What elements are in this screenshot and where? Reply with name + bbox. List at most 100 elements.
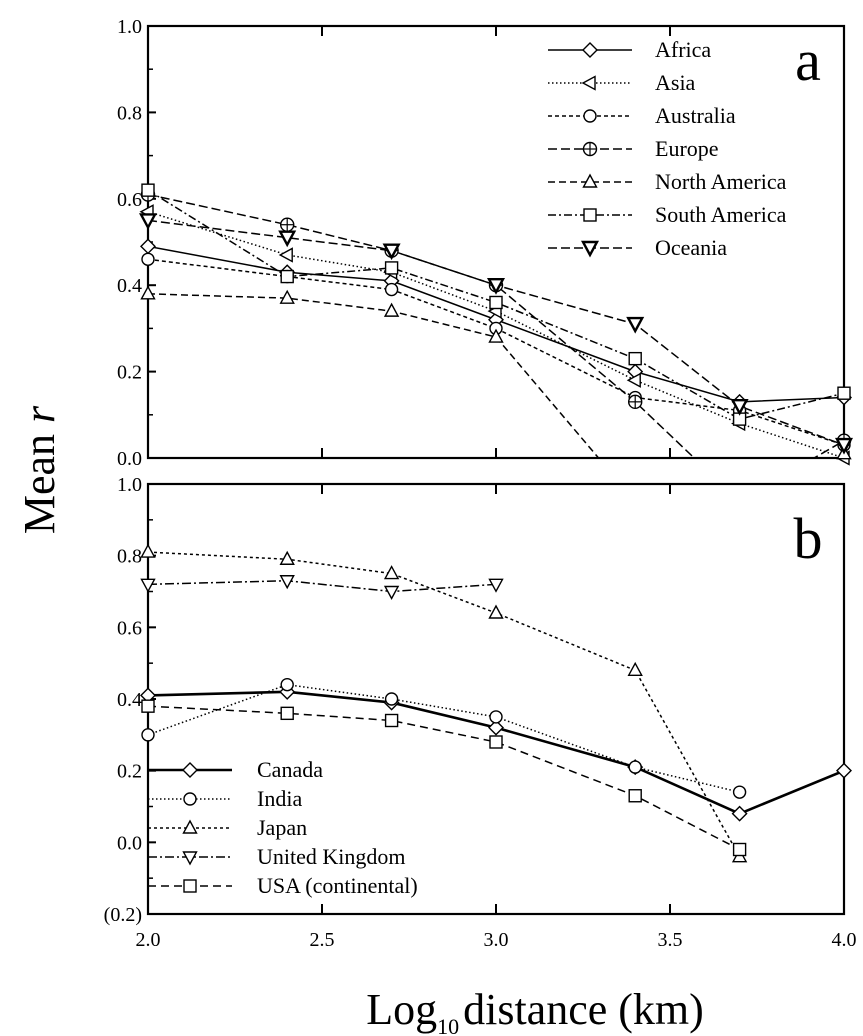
data-point-oceania (382, 243, 401, 261)
y-tick-label: 0.4 (117, 689, 142, 711)
data-point-japan (488, 604, 504, 619)
data-point-india (732, 785, 747, 799)
y-tick-label: (0.2) (104, 904, 142, 926)
data-point-canada (731, 805, 748, 822)
data-point-europe (280, 217, 295, 232)
legend-label: Australia (655, 103, 736, 128)
series-line-usa-continental- (148, 705, 740, 851)
legend-marker (582, 141, 598, 157)
x-tick-label: 2.5 (310, 929, 335, 951)
legend-marker (182, 762, 198, 778)
data-point-europe (628, 394, 643, 410)
data-point-usa-continental- (384, 713, 399, 728)
data-point-india (489, 710, 503, 724)
y-tick-label: 0.6 (117, 189, 142, 211)
legend-label: USA (continental) (257, 873, 418, 898)
data-point-india (280, 677, 294, 692)
legend-marker (582, 173, 598, 188)
data-point-canada (488, 719, 504, 736)
data-point-north-america (383, 302, 400, 317)
data-point-oceania (278, 230, 297, 248)
data-point-usa-continental- (141, 699, 155, 713)
legend-label: Canada (257, 757, 323, 782)
data-point-japan (383, 565, 400, 580)
data-point-australia (141, 252, 155, 266)
data-point-north-america (488, 328, 504, 343)
legend-marker (582, 42, 598, 58)
legend-label: Africa (655, 37, 711, 62)
plot-frame (146, 24, 846, 460)
panel-a: 0.0 0.2 0.4 0.6 0.8 1.0 Africa Asia Australia Eur… (117, 16, 854, 470)
x-axis-title: Log10distance (km) (366, 985, 704, 1036)
data-point-north-america (279, 289, 295, 304)
data-point-canada (836, 762, 852, 779)
legend-label: South America (655, 202, 787, 227)
legend-marker (182, 819, 198, 834)
panel-b: (0.2) 0.0 0.2 0.4 0.6 0.8 1.0 2.0 2.5 3.0 3.5 4.0 Ca… (104, 474, 857, 951)
data-point-oceania (486, 278, 506, 295)
data-point-japan (279, 550, 295, 565)
data-point-australia (384, 282, 399, 297)
data-point-asia (626, 372, 641, 388)
legend-label: North America (655, 169, 787, 194)
data-point-north-america (140, 285, 156, 300)
data-point-oceania (626, 316, 645, 334)
data-point-south-america (141, 183, 155, 197)
data-point-japan (627, 661, 643, 677)
x-tick-label: 2.0 (136, 929, 161, 951)
legend-marker (183, 879, 197, 893)
data-point-india (141, 728, 155, 742)
series-line-united-kingdom (148, 579, 497, 593)
legend-marker (183, 792, 197, 806)
legend-label: India (257, 786, 302, 811)
data-point-usa-continental- (280, 706, 294, 721)
legend-label: Japan (257, 815, 307, 840)
legend-marker (583, 109, 597, 123)
data-point-south-america (489, 295, 503, 310)
y-tick-label: 0.4 (117, 275, 142, 297)
y-tick-label: 0.0 (117, 832, 142, 854)
data-point-japan (140, 543, 156, 558)
legend: Africa Asia Australia Europe North America So… (548, 37, 787, 260)
panel-letter: b (794, 506, 823, 571)
data-point-india (628, 760, 642, 774)
data-point-south-america (384, 261, 399, 275)
legend-marker (580, 240, 600, 258)
legend-marker (581, 75, 596, 91)
data-point-oceania (730, 398, 749, 416)
legend-label: Europe (655, 136, 719, 161)
legend: Canada India Japan United Kingdom USA (conti… (148, 757, 418, 898)
series-line-india (148, 683, 740, 793)
data-point-united-kingdom (383, 585, 400, 600)
y-tick-label: 0.2 (117, 761, 142, 783)
legend-label: United Kingdom (257, 844, 406, 869)
data-point-south-america (280, 269, 294, 284)
panel-letter: a (795, 28, 821, 93)
y-tick-label: 1.0 (117, 16, 142, 38)
x-tick-label: 4.0 (832, 929, 857, 951)
series-line-japan (148, 551, 741, 858)
legend-marker (182, 851, 198, 866)
x-tick-label: 3.0 (484, 929, 509, 951)
legend-label: Asia (655, 70, 696, 95)
data-point-united-kingdom (488, 578, 504, 593)
y-tick-label: 0.2 (117, 362, 142, 384)
legend-marker (583, 208, 597, 222)
data-point-united-kingdom (140, 578, 156, 593)
data-point-south-america (628, 351, 642, 366)
data-point-usa-continental- (628, 789, 642, 803)
y-tick-label: 1.0 (117, 474, 142, 496)
data-point-united-kingdom (279, 575, 295, 590)
data-point-oceania (138, 213, 158, 230)
data-point-usa-continental- (489, 735, 503, 749)
data-point-oceania (834, 437, 854, 455)
y-tick-label: 0.6 (117, 617, 142, 639)
data-point-south-america (837, 386, 851, 400)
y-axis-title: Mean r (15, 405, 64, 534)
data-point-asia (278, 247, 293, 263)
y-tick-label: 0.8 (117, 102, 142, 124)
data-point-india (384, 692, 399, 706)
legend-label: Oceania (655, 235, 727, 260)
y-tick-label: 0.8 (117, 546, 142, 568)
